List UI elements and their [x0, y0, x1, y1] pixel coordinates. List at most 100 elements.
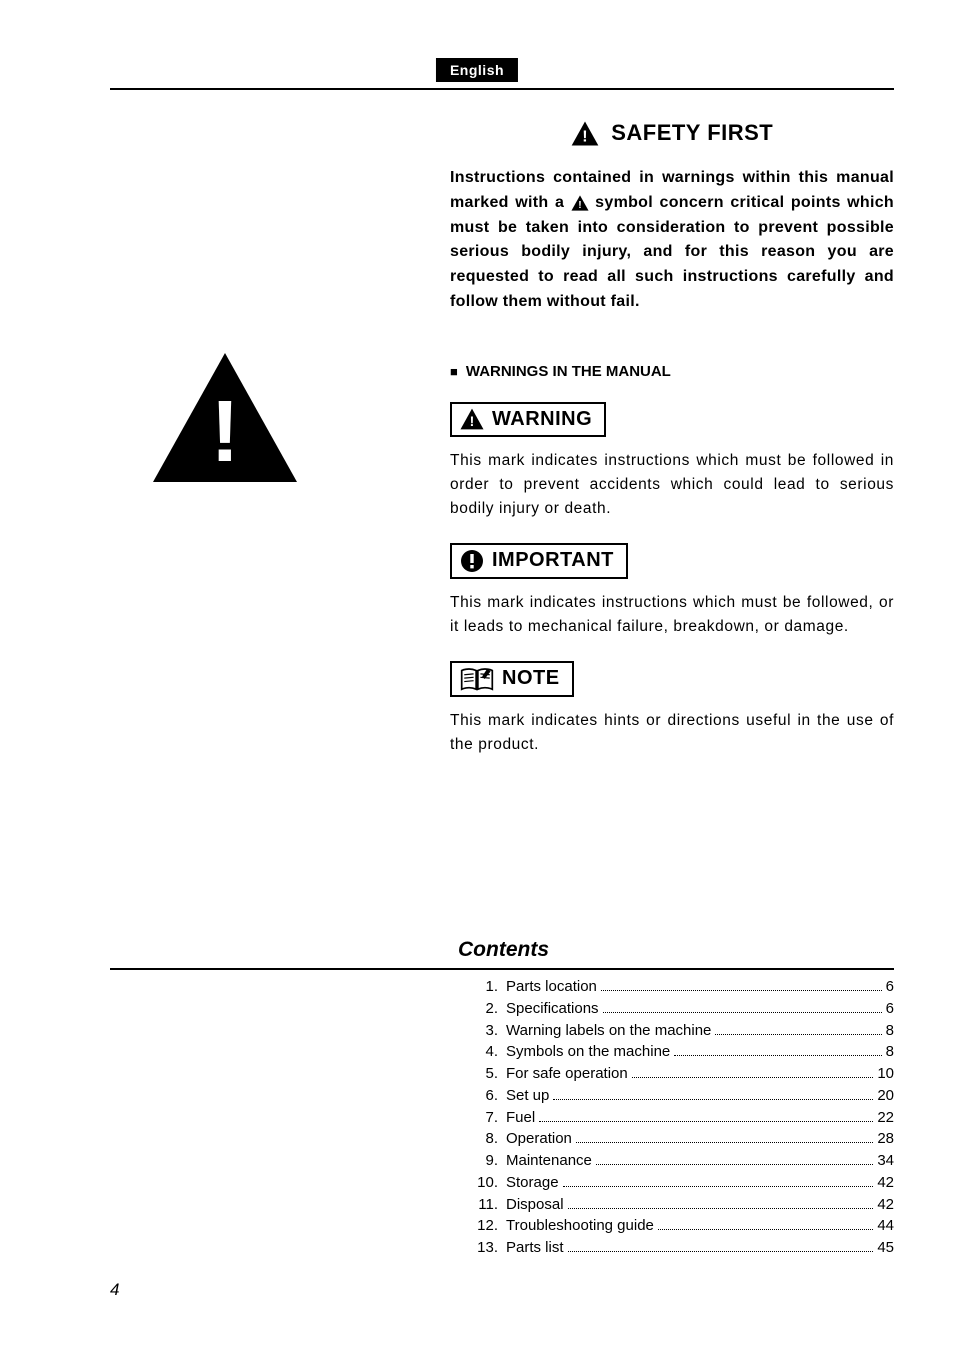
toc-row: 4. Symbols on the machine 8 — [470, 1041, 894, 1063]
contents-rule — [110, 968, 894, 970]
toc-page: 20 — [877, 1085, 894, 1107]
toc-page: 6 — [886, 976, 894, 998]
toc-row: 2. Specifications 6 — [470, 998, 894, 1020]
important-box: IMPORTANT — [450, 543, 628, 579]
toc-row: 8. Operation 28 — [470, 1128, 894, 1150]
svg-text:!: ! — [211, 383, 240, 480]
toc-row: 5. For safe operation 10 — [470, 1063, 894, 1085]
toc-number: 10. — [470, 1172, 498, 1194]
toc-number: 13. — [470, 1237, 498, 1259]
toc-page: 8 — [886, 1020, 894, 1042]
toc-row: 13. Parts list 45 — [470, 1237, 894, 1259]
toc-number: 7. — [470, 1107, 498, 1129]
toc-label: Set up — [506, 1085, 549, 1107]
toc-label: Troubleshooting guide — [506, 1215, 654, 1237]
intro-paragraph: Instructions contained in warnings withi… — [450, 166, 894, 315]
toc-row: 9. Maintenance 34 — [470, 1150, 894, 1172]
toc-label: Disposal — [506, 1194, 564, 1216]
left-column: ! — [110, 120, 450, 757]
toc-row: 1. Parts location 6 — [470, 976, 894, 998]
toc-page: 42 — [877, 1172, 894, 1194]
toc-leader — [658, 1220, 873, 1231]
important-label: IMPORTANT — [492, 549, 614, 572]
toc-page: 34 — [877, 1150, 894, 1172]
toc-row: 12. Troubleshooting guide 44 — [470, 1215, 894, 1237]
toc-leader — [539, 1111, 873, 1122]
toc-label: Parts location — [506, 976, 597, 998]
toc-list: 1. Parts location 6 2. Specifications 6 3. Warn… — [458, 976, 894, 1259]
toc-label: Maintenance — [506, 1150, 592, 1172]
warning-label: WARNING — [492, 408, 592, 431]
note-box: NOTE — [450, 661, 574, 697]
warning-triangle-icon: ! — [571, 121, 599, 146]
toc-number: 11. — [470, 1194, 498, 1216]
toc-label: For safe operation — [506, 1063, 628, 1085]
header-rule — [110, 88, 894, 90]
toc-leader — [568, 1198, 874, 1209]
toc-label: Parts list — [506, 1237, 564, 1259]
toc-leader — [576, 1133, 873, 1144]
toc-label: Fuel — [506, 1107, 535, 1129]
warning-triangle-inline-icon: ! — [571, 195, 589, 211]
toc-row: 11. Disposal 42 — [470, 1194, 894, 1216]
toc-label: Specifications — [506, 998, 599, 1020]
contents-heading: Contents — [458, 938, 894, 962]
toc-leader — [568, 1242, 874, 1253]
toc-row: 7. Fuel 22 — [470, 1107, 894, 1129]
safety-first-heading-row: ! SAFETY FIRST — [450, 120, 894, 146]
toc-number: 8. — [470, 1128, 498, 1150]
toc-leader — [601, 981, 882, 992]
intro-text-after: symbol concern critical points which mus… — [450, 194, 894, 310]
toc-page: 22 — [877, 1107, 894, 1129]
safety-first-heading: SAFETY FIRST — [611, 120, 773, 145]
toc-number: 6. — [470, 1085, 498, 1107]
warning-text: This mark indicates instructions which m… — [450, 449, 894, 521]
toc-page: 45 — [877, 1237, 894, 1259]
open-book-icon — [460, 667, 494, 691]
toc-page: 6 — [886, 998, 894, 1020]
right-column: ! SAFETY FIRST Instructions contained in… — [450, 120, 894, 757]
toc-row: 3. Warning labels on the machine 8 — [470, 1020, 894, 1042]
note-text: This mark indicates hints or directions … — [450, 709, 894, 757]
toc-leader — [674, 1046, 881, 1057]
page-number: 4 — [110, 1280, 119, 1300]
toc-page: 10 — [877, 1063, 894, 1085]
warning-box: ! WARNING — [450, 402, 606, 437]
toc-page: 8 — [886, 1041, 894, 1063]
warnings-subheading: WARNINGS IN THE MANUAL — [450, 363, 894, 380]
warning-triangle-large-icon: ! — [150, 350, 300, 490]
toc-label: Warning labels on the machine — [506, 1020, 711, 1042]
contents-block: Contents 1. Parts location 6 2. Specificatio… — [458, 938, 894, 1259]
important-text: This mark indicates instructions which m… — [450, 591, 894, 639]
toc-leader — [563, 1176, 874, 1187]
toc-page: 44 — [877, 1215, 894, 1237]
toc-number: 2. — [470, 998, 498, 1020]
toc-page: 42 — [877, 1194, 894, 1216]
exclamation-circle-icon — [460, 549, 484, 573]
toc-number: 9. — [470, 1150, 498, 1172]
toc-number: 5. — [470, 1063, 498, 1085]
toc-number: 4. — [470, 1041, 498, 1063]
toc-label: Operation — [506, 1128, 572, 1150]
toc-leader — [715, 1024, 881, 1035]
toc-leader — [603, 1002, 882, 1013]
svg-text:!: ! — [582, 127, 587, 145]
toc-label: Symbols on the machine — [506, 1041, 670, 1063]
toc-number: 12. — [470, 1215, 498, 1237]
toc-leader — [596, 1155, 873, 1166]
toc-page: 28 — [877, 1128, 894, 1150]
svg-text:!: ! — [578, 200, 581, 211]
main-columns: ! ! SAFETY FIRST Instructions contained … — [110, 120, 894, 757]
toc-label: Storage — [506, 1172, 559, 1194]
page: English ! ! SAFETY FIRST Instructions co… — [0, 0, 954, 1348]
toc-row: 6. Set up 20 — [470, 1085, 894, 1107]
warning-triangle-small-icon: ! — [460, 408, 484, 430]
language-badge: English — [436, 58, 518, 82]
toc-row: 10. Storage 42 — [470, 1172, 894, 1194]
toc-number: 1. — [470, 976, 498, 998]
svg-text:!: ! — [470, 413, 475, 429]
toc-leader — [553, 1089, 873, 1100]
toc-leader — [632, 1068, 874, 1079]
toc-number: 3. — [470, 1020, 498, 1042]
note-label: NOTE — [502, 667, 560, 690]
